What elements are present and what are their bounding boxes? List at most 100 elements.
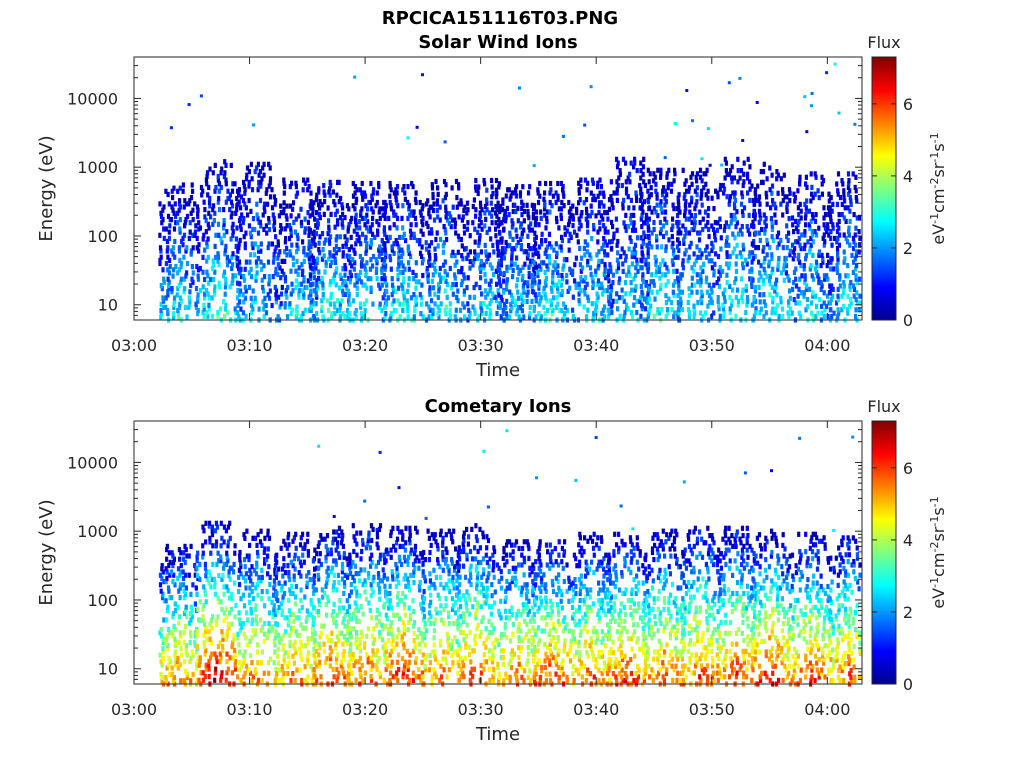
- flux-pixel: [546, 266, 550, 272]
- flux-pixel: [648, 307, 652, 313]
- flux-pixel: [390, 627, 394, 633]
- flux-pixel: [383, 641, 387, 647]
- flux-pixel: [365, 652, 369, 658]
- flux-pixel: [401, 250, 405, 256]
- flux-pixel: [737, 298, 741, 304]
- flux-pixel: [328, 663, 332, 669]
- flux-pixel: [830, 314, 834, 320]
- flux-pixel: [662, 185, 666, 191]
- flux-pixel: [670, 233, 674, 240]
- flux-pixel: [687, 188, 691, 194]
- flux-pixel: [287, 304, 291, 310]
- flux-pixel: [729, 220, 733, 226]
- flux-pixel: [600, 281, 604, 287]
- flux-pixel: [721, 182, 725, 189]
- flux-pixel: [754, 197, 758, 203]
- flux-pixel: [654, 209, 658, 215]
- flux-pixel: [312, 605, 316, 611]
- flux-pixel: [294, 278, 298, 284]
- flux-pixel: [204, 218, 208, 224]
- flux-pixel: [335, 192, 339, 198]
- flux-pixel: [603, 314, 607, 320]
- flux-pixel: [634, 272, 638, 278]
- flux-pixel: [368, 545, 372, 551]
- flux-pixel: [509, 193, 513, 199]
- flux-pixel: [823, 225, 827, 231]
- flux-pixel: [646, 188, 650, 194]
- flux-pixel: [756, 183, 760, 189]
- flux-pixel: [407, 260, 411, 266]
- flux-pixel: [718, 224, 722, 230]
- flux-pixel: [325, 634, 329, 640]
- flux-pixel: [811, 215, 815, 221]
- flux-pixel: [810, 300, 814, 306]
- flux-pixel: [360, 190, 364, 196]
- flux-pixel: [198, 576, 202, 582]
- flux-pixel: [836, 256, 840, 262]
- flux-pixel: [244, 635, 248, 641]
- flux-pixel: [520, 308, 524, 314]
- flux-pixel: [254, 241, 258, 247]
- flux-pixel: [330, 630, 334, 636]
- flux-pixel: [836, 314, 840, 320]
- flux-pixel: [224, 199, 228, 205]
- flux-pixel: [397, 250, 401, 256]
- flux-pixel: [352, 266, 356, 272]
- flux-pixel: [332, 301, 336, 307]
- flux-pixel: [329, 638, 334, 644]
- flux-pixel: [327, 224, 331, 230]
- flux-pixel: [687, 310, 692, 316]
- flux-pixel: [266, 259, 271, 265]
- flux-pixel: [250, 176, 254, 182]
- flux-pixel: [527, 243, 531, 249]
- flux-pixel: [406, 184, 410, 190]
- flux-pixel: [848, 208, 852, 214]
- flux-pixel: [845, 239, 850, 245]
- flux-pixel: [436, 191, 440, 197]
- flux-pixel: [468, 265, 472, 271]
- flux-pixel: [205, 181, 209, 187]
- flux-pixel: [299, 219, 303, 225]
- flux-pixel: [803, 201, 807, 207]
- flux-pixel: [733, 205, 737, 211]
- flux-pixel: [606, 314, 611, 320]
- flux-pixel: [406, 215, 410, 221]
- flux-pixel: [348, 276, 353, 282]
- flux-pixel: [677, 279, 681, 285]
- flux-pixel: [768, 274, 772, 280]
- flux-pixel: [175, 659, 179, 665]
- flux-pixel: [193, 639, 197, 645]
- flux-pixel: [821, 235, 825, 241]
- flux-pixel: [227, 625, 231, 631]
- flux-pixel: [648, 171, 652, 177]
- flux-pixel: [814, 259, 819, 265]
- flux-pixel: [428, 262, 432, 268]
- flux-pixel: [517, 305, 521, 311]
- flux-pixel: [215, 659, 219, 665]
- flux-pixel: [178, 229, 182, 235]
- flux-pixel: [750, 302, 754, 308]
- flux-pixel: [803, 95, 807, 99]
- flux-pixel: [554, 199, 558, 206]
- flux-pixel: [198, 655, 202, 661]
- flux-pixel: [233, 580, 237, 586]
- flux-pixel: [392, 190, 396, 196]
- flux-pixel: [296, 236, 300, 242]
- flux-pixel: [454, 307, 458, 313]
- flux-pixel: [836, 252, 840, 258]
- flux-pixel: [559, 247, 564, 253]
- flux-pixel: [478, 233, 482, 239]
- flux-pixel: [857, 307, 861, 313]
- flux-pixel: [496, 246, 500, 252]
- flux-pixel: [624, 160, 628, 166]
- flux-pixel: [399, 253, 403, 260]
- flux-pixel: [334, 243, 338, 249]
- flux-pixel: [765, 237, 769, 243]
- flux-pixel: [840, 307, 844, 313]
- flux-pixel: [347, 298, 351, 304]
- flux-pixel: [465, 210, 469, 216]
- flux-pixel: [803, 229, 807, 235]
- flux-pixel: [681, 223, 685, 229]
- flux-pixel: [770, 270, 774, 276]
- flux-pixel: [415, 634, 419, 640]
